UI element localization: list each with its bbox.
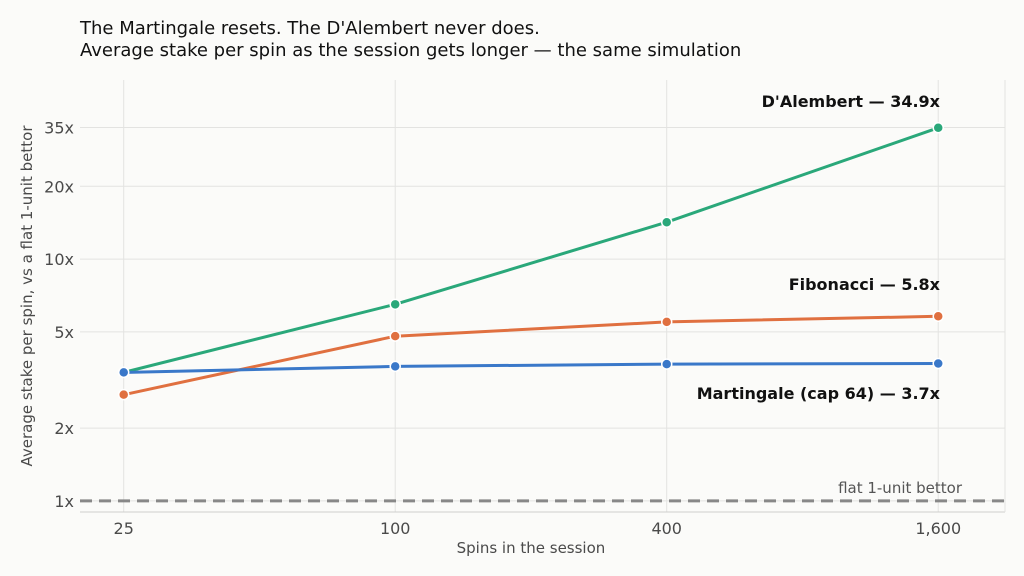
data-point: [932, 357, 944, 370]
data-point: [932, 122, 944, 134]
data-point: [660, 358, 673, 370]
y-tick-label: 35x: [44, 118, 74, 137]
x-tick-label: 100: [380, 519, 411, 538]
data-point: [389, 330, 401, 342]
series-line-martingale-cap-64: [123, 362, 939, 374]
y-tick-label: 2x: [54, 419, 74, 438]
series-label-martingale-cap-64: Martingale (cap 64) — 3.7x: [697, 384, 941, 403]
y-tick-label: 10x: [44, 250, 74, 269]
x-axis-label: Spins in the session: [457, 539, 606, 557]
y-tick-label: 1x: [54, 492, 74, 511]
series-line-d-alembert: [123, 126, 939, 374]
data-point: [660, 216, 673, 228]
series: [117, 122, 944, 401]
series-label-d-alembert: D'Alembert — 34.9x: [762, 92, 941, 111]
chart-title: The Martingale resets. The D'Alembert ne…: [80, 18, 540, 39]
data-point: [932, 310, 944, 323]
series-labels: D'Alembert — 34.9x Fibonacci — 5.8x Martin…: [697, 92, 941, 403]
data-point: [660, 316, 673, 328]
y-tick-label: 20x: [44, 177, 74, 196]
chart-subtitle: Average stake per spin as the session ge…: [80, 40, 742, 61]
axes: Average stake per spin, vs a flat 1-unit…: [18, 118, 961, 557]
data-point: [117, 388, 130, 401]
series-label-fibonacci: Fibonacci — 5.8x: [789, 275, 941, 294]
data-point: [389, 360, 401, 373]
x-tick-label: 1,600: [915, 519, 961, 538]
data-point: [117, 366, 130, 379]
series-martingale-cap-64: [117, 357, 944, 379]
grid: [80, 80, 1006, 513]
series-fibonacci: [117, 310, 944, 401]
y-tick-label: 5x: [54, 323, 74, 342]
data-point: [389, 298, 401, 311]
series-line-fibonacci: [123, 314, 939, 397]
reference-line-group: flat 1-unit bettor: [80, 479, 1005, 503]
reference-line-label: flat 1-unit bettor: [838, 479, 963, 497]
series-d-alembert: [117, 122, 944, 379]
x-tick-label: 25: [114, 519, 134, 538]
x-tick-label: 400: [651, 519, 682, 538]
y-axis-label: Average stake per spin, vs a flat 1-unit…: [18, 125, 36, 467]
